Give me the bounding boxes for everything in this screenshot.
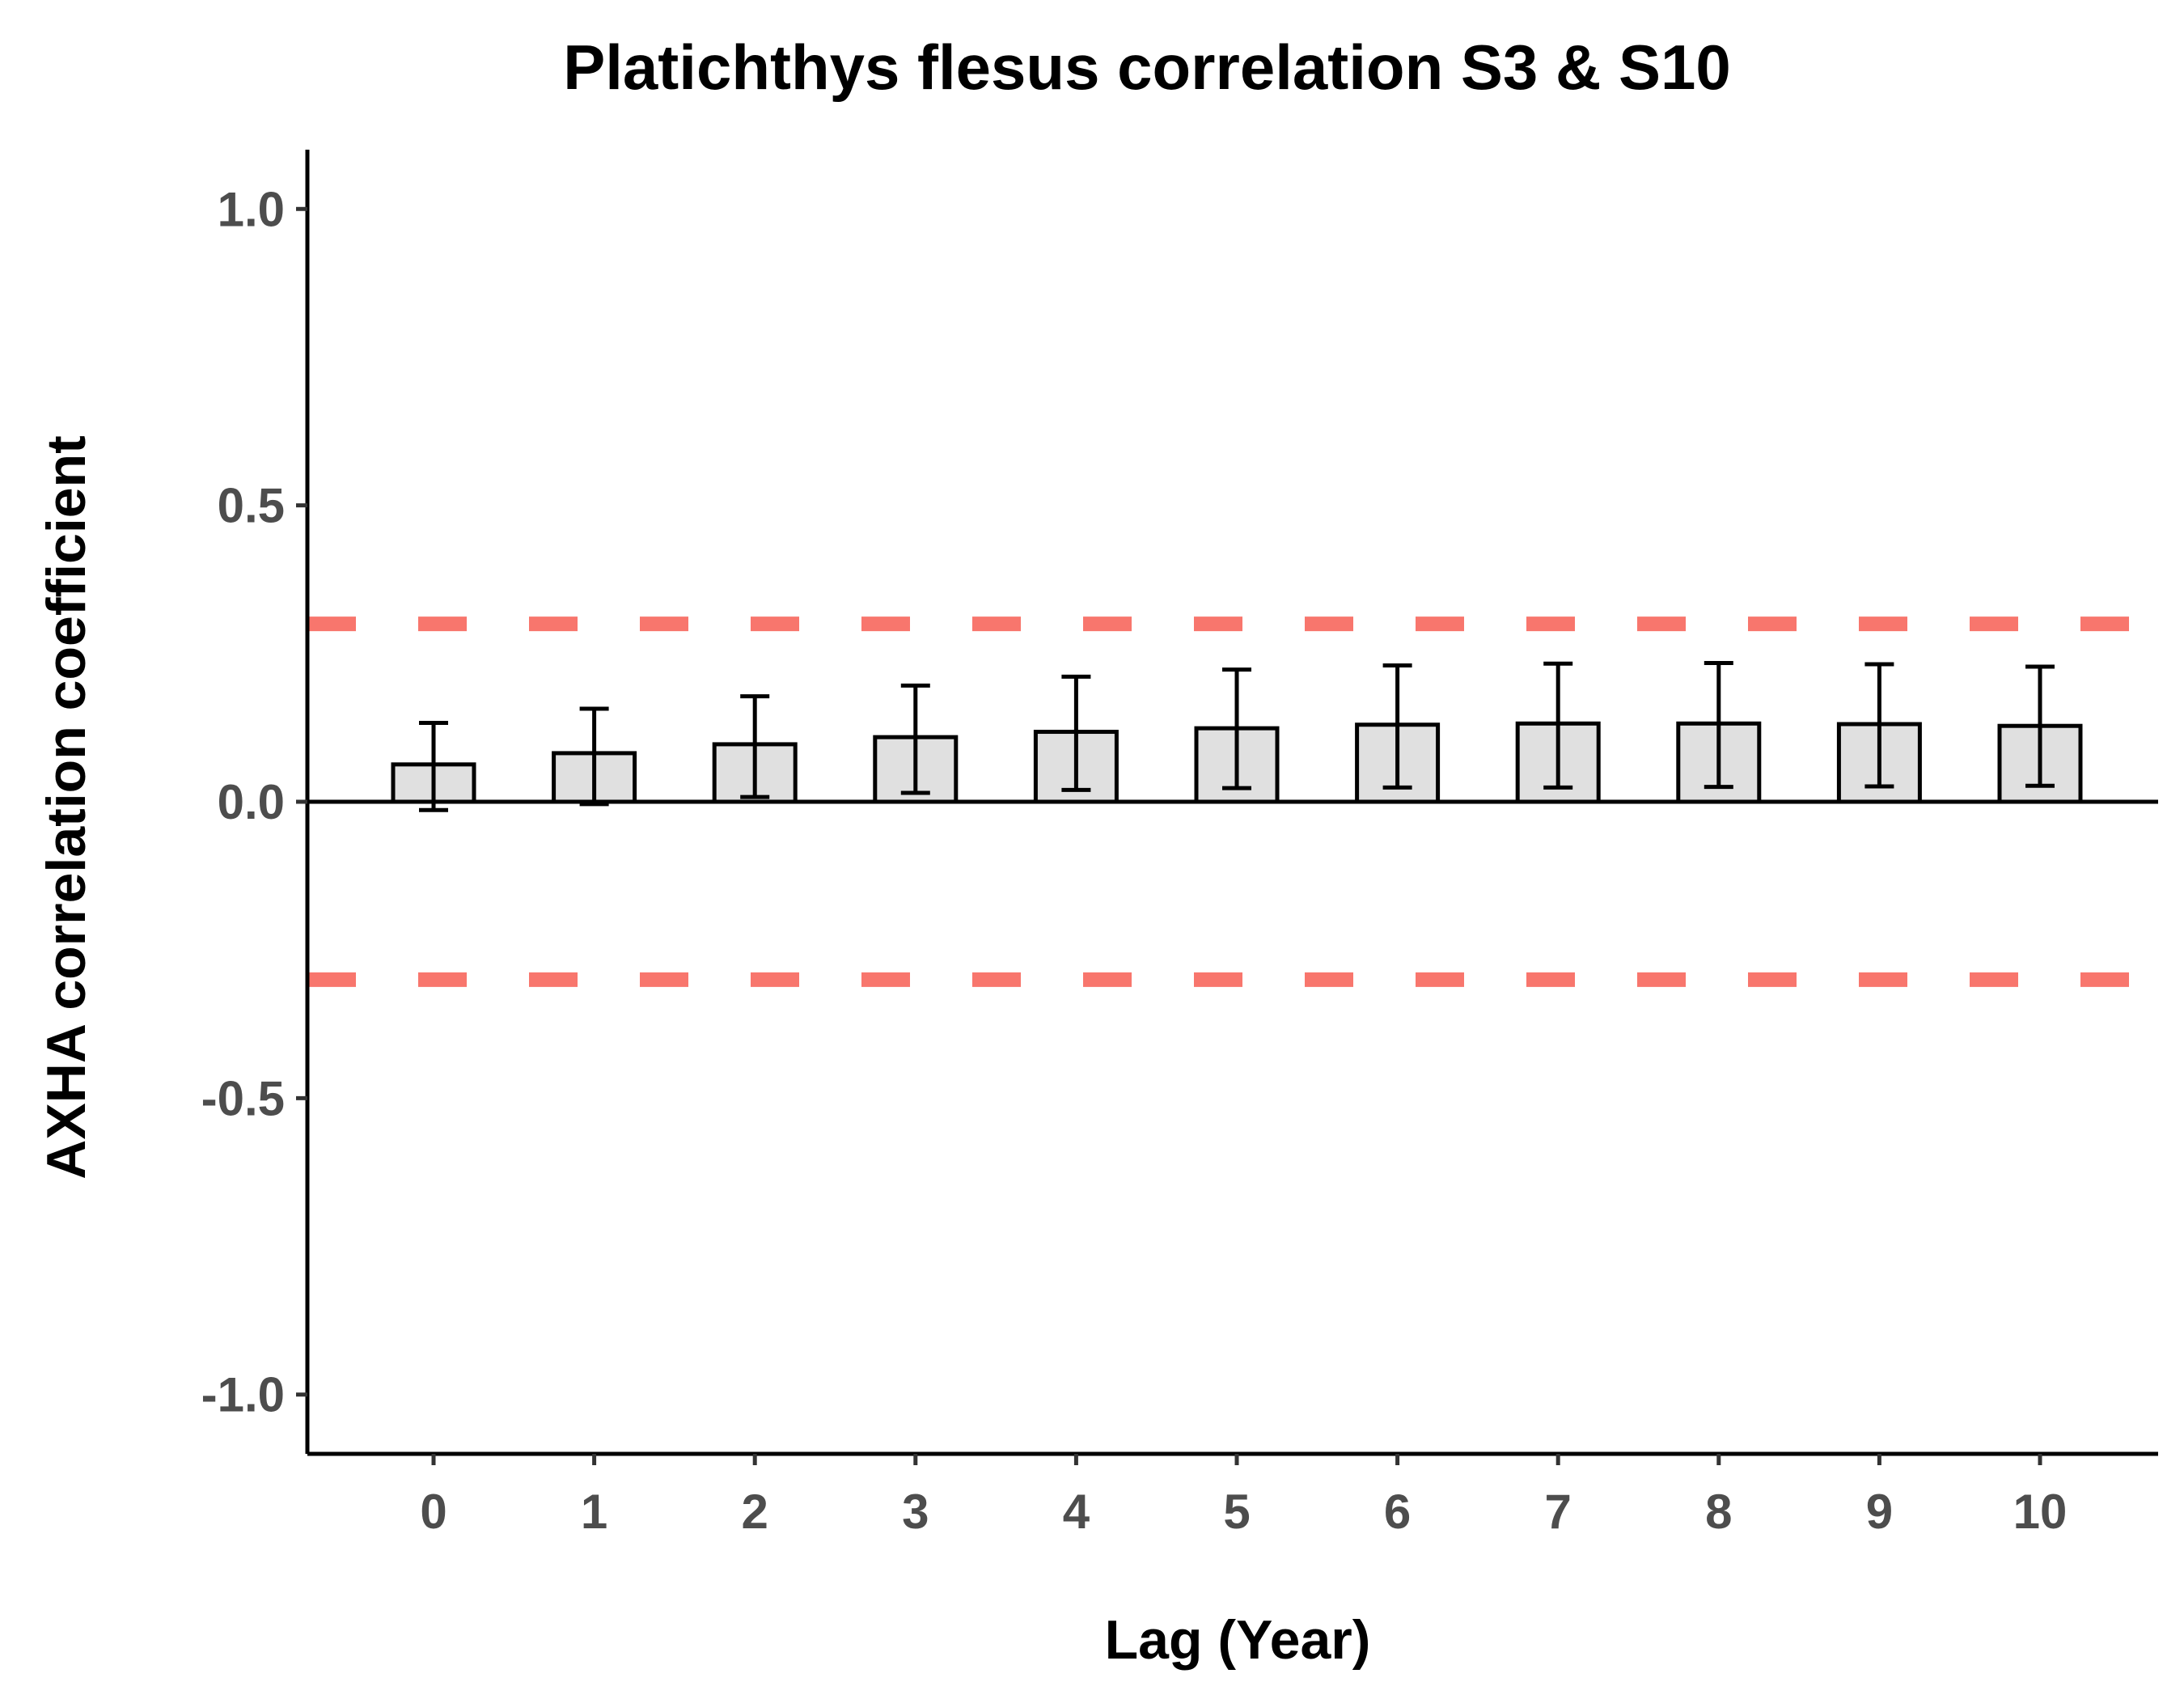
x-tick-label: 1: [581, 1485, 607, 1539]
chart-title: Platichthys flesus correlation S3 & S10: [563, 32, 1731, 103]
x-tick-label: 0: [420, 1485, 447, 1539]
y-tick-label: 0.5: [218, 479, 285, 533]
x-tick-label: 3: [902, 1485, 929, 1539]
x-tick-label: 7: [1545, 1485, 1572, 1539]
x-tick-label: 10: [2013, 1485, 2068, 1539]
x-tick-label: 9: [1866, 1485, 1893, 1539]
bars: [391, 661, 2083, 812]
x-tick-label: 4: [1063, 1485, 1090, 1539]
x-tick-label: 6: [1384, 1485, 1411, 1539]
y-tick-label: -0.5: [201, 1071, 285, 1125]
y-axis-title: AXHA correlation coefficient: [36, 435, 97, 1179]
y-tick-label: 0.0: [218, 775, 285, 829]
x-tick-label: 2: [742, 1485, 768, 1539]
axes: [296, 150, 2158, 1465]
x-axis-title: Lag (Year): [1105, 1609, 1371, 1671]
tick-labels: -1.0 -0.5 0.0 0.5 1.0 0 1 2 3 4 5 6 7 8 9 10: [201, 182, 2068, 1539]
y-tick-label: -1.0: [201, 1368, 285, 1422]
x-tick-label: 5: [1223, 1485, 1250, 1539]
x-tick-label: 8: [1705, 1485, 1732, 1539]
y-tick-label: 1.0: [218, 182, 285, 236]
threshold-lines: [307, 616, 2158, 987]
